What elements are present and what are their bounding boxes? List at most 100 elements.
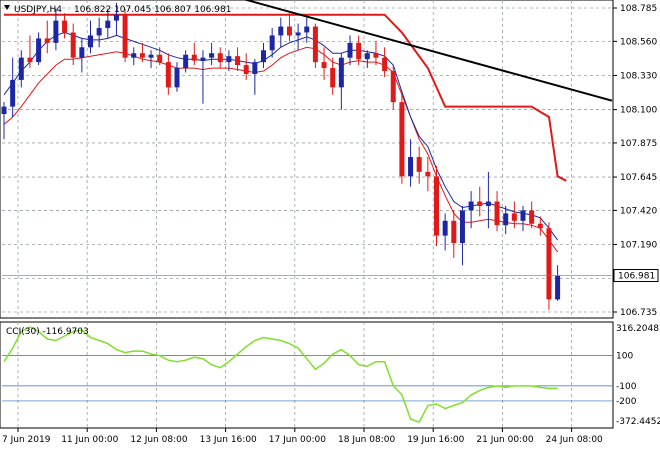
time-tick-label: 13 Jun 16:00 [200,435,257,445]
candle-body [312,26,318,63]
candle-body [183,54,189,69]
candle-body [546,228,552,300]
candle-body [1,106,7,115]
price-tick-label: 108.560 [620,37,657,47]
candle-body [139,53,145,58]
slow-ma-path [3,46,559,253]
price-panel-frame [0,0,614,319]
slow-moving-average [3,46,559,253]
candle-body [88,35,93,48]
candle-body [235,56,241,66]
candle-body [157,54,163,63]
time-tick-label: 11 Jun 00:00 [61,435,118,445]
time-tick-label: 24 Jun 08:00 [546,435,603,445]
trendline[interactable] [214,0,613,102]
candle-body [217,53,223,63]
cci-panel-frame [0,321,614,429]
candle-body [131,53,137,58]
candle-body [330,68,336,88]
candle-body [511,213,517,221]
candle-body [243,65,249,74]
candle-body [36,38,42,63]
candle-body [70,32,76,58]
cci-path [3,326,558,424]
fast-moving-average [3,31,559,241]
candle-body [408,157,414,177]
candle-body [485,201,491,206]
price-tick-label: 108.785 [620,4,657,14]
cci-tick-label: 316.2048 [616,324,659,334]
last-price-box [613,269,659,283]
candle-body [537,223,543,229]
price-tick-label: 106.735 [620,308,657,318]
stop-line [4,13,567,182]
fast-ma-path [3,31,559,241]
cci-tick-label: -100 [616,382,637,392]
candle-body [442,220,448,236]
candle-body [191,54,197,61]
trendline-path [243,0,613,102]
price-grid [2,0,612,318]
candle-body [105,20,111,29]
time-tick-label: 12 Jun 08:00 [130,435,187,445]
candle-body [278,26,284,36]
candle-body [364,53,370,60]
candle-body [399,102,405,177]
cci-tick-label: 100 [616,352,633,362]
symbol-timeframe: USDJPY,H4 [14,5,62,15]
cci-tick-label: -372.4452 [616,417,660,427]
candle-body [321,62,327,69]
stop-line-path [4,13,567,182]
candle-body [477,201,483,206]
cci-line [3,326,558,424]
candle-body [200,57,206,61]
candle-body [113,14,119,21]
candle-body [373,53,379,58]
candle-body [10,79,16,107]
price-tick-label: 107.420 [620,206,657,216]
candle-body [382,57,388,72]
cci-title: CCI(30) -116.9703 [6,327,89,337]
candle-body [53,20,59,43]
candle-body [494,201,500,226]
candle-body [416,157,422,172]
candle-body [390,71,396,103]
candle-body [27,57,33,63]
last-price-label: 106.981 [618,272,655,282]
ohlc-readout: 106.822 107.045 106.807 106.981 [74,5,231,15]
time-tick-label: 7 Jun 2019 [2,435,51,445]
candle-body [503,213,509,226]
candle-body [286,26,292,36]
candle-body [148,54,154,58]
candle-body [459,210,465,244]
candlesticks [1,2,561,310]
candle-body [304,26,310,33]
candle-body [269,35,275,51]
candle-body [79,47,85,58]
candle-body [520,210,526,221]
candle-body [44,38,50,43]
symbol-dropdown-icon[interactable] [4,5,10,10]
time-axis: 7 Jun 2019 11 Jun 00:00 12 Jun 08:00 13 Jun… [2,428,603,445]
candle-body [529,210,535,224]
candle-body [174,68,180,88]
price-tick-label: 108.100 [620,106,657,116]
price-tick-label: 107.645 [620,173,657,183]
price-tick-label: 107.190 [620,241,657,251]
candle-body [209,53,215,58]
candle-body [555,275,561,300]
candle-body [295,32,301,36]
candle-body [338,57,344,88]
last-price-tag: 106.981 [2,269,659,283]
candle-body [165,62,171,88]
candle-body [261,50,266,63]
candle-body [356,42,362,60]
time-tick-label: 21 Jun 00:00 [476,435,533,445]
price-tick-label: 107.875 [620,139,657,149]
price-axis: 108.785 108.560 108.330 108.100 107.875 107.6… [613,4,657,318]
candle-body [468,201,474,211]
candle-body [96,28,102,36]
time-tick-label: 17 Jun 00:00 [269,435,326,445]
candle-body [434,176,439,236]
